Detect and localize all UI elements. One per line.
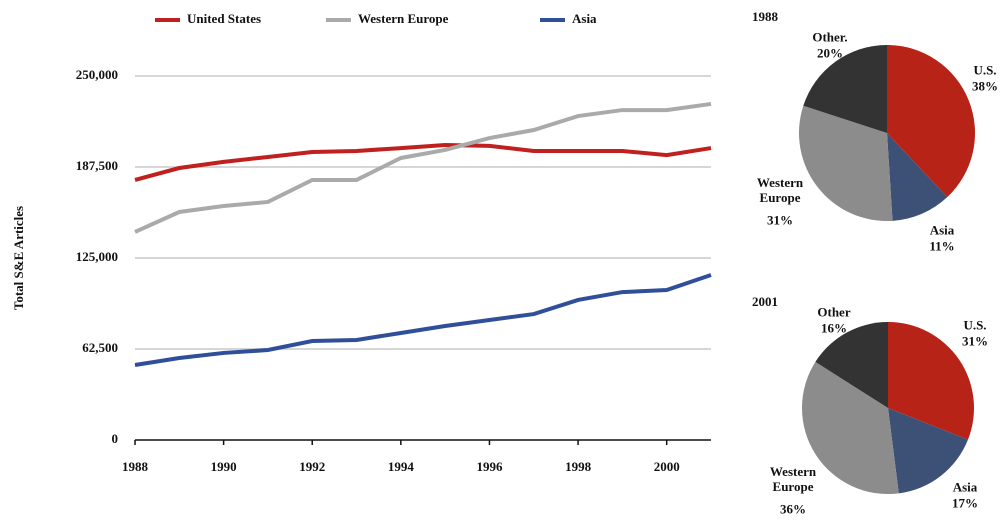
pie-slice bbox=[802, 361, 899, 495]
line-series bbox=[134, 143, 712, 182]
pie-category-label: Other bbox=[817, 304, 851, 320]
x-tick-label: 1992 bbox=[299, 459, 325, 474]
legend-label: Western Europe bbox=[358, 11, 449, 26]
x-tick-label: 1996 bbox=[476, 459, 503, 474]
pie-title: 1988 bbox=[752, 9, 779, 24]
x-tick-label: 1988 bbox=[122, 459, 149, 474]
pie-category-label: Western Europe bbox=[769, 464, 817, 494]
x-tick-label: 1994 bbox=[388, 459, 415, 474]
pie-slice bbox=[799, 105, 893, 221]
x-tick-label: 1998 bbox=[565, 459, 592, 474]
pie-category-label: Western Europe bbox=[756, 175, 804, 205]
pie-slice bbox=[815, 322, 888, 408]
pie-value-label: 31% bbox=[962, 333, 988, 349]
pie-value-label: 11% bbox=[929, 238, 955, 254]
pie-category-label: Asia bbox=[952, 479, 978, 495]
y-tick-label: 62,500 bbox=[82, 340, 118, 355]
pie-value-label: 17% bbox=[952, 495, 978, 511]
legend-label: Asia bbox=[572, 11, 597, 26]
pie-category-label: U.S. bbox=[973, 62, 997, 78]
pie-slice bbox=[888, 408, 968, 494]
pie-slice bbox=[803, 45, 887, 133]
line-series bbox=[134, 101, 712, 234]
line-series bbox=[134, 273, 712, 367]
y-tick-label: 250,000 bbox=[76, 67, 118, 82]
pie-slice bbox=[888, 322, 974, 440]
legend-label: United States bbox=[187, 11, 261, 26]
y-axis-label: Total S&E Articles bbox=[11, 206, 26, 310]
pie-category-label: Asia bbox=[929, 222, 955, 238]
pie-value-label: 20% bbox=[817, 45, 843, 61]
pie-category-label: Other. bbox=[812, 29, 848, 45]
pie-slice bbox=[887, 45, 975, 198]
x-tick-label: 1990 bbox=[211, 459, 237, 474]
pie-value-label: 38% bbox=[972, 78, 998, 94]
pie-category-label: U.S. bbox=[963, 317, 987, 333]
y-tick-label: 125,000 bbox=[76, 249, 118, 264]
pie-title: 2001 bbox=[752, 294, 778, 309]
pie-slice bbox=[887, 133, 948, 221]
x-tick-label: 2000 bbox=[654, 459, 680, 474]
pie-value-label: 36% bbox=[780, 501, 806, 517]
pie-value-label: 16% bbox=[821, 320, 847, 336]
y-tick-label: 0 bbox=[112, 431, 119, 446]
y-tick-label: 187,500 bbox=[76, 158, 118, 173]
pie-value-label: 31% bbox=[767, 212, 793, 228]
